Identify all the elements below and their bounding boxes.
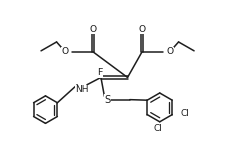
Text: F: F: [97, 68, 102, 77]
Text: S: S: [104, 95, 111, 105]
Text: NH: NH: [75, 85, 89, 94]
Text: O: O: [167, 47, 174, 56]
Text: Cl: Cl: [181, 109, 190, 118]
Text: O: O: [61, 47, 69, 56]
Text: O: O: [90, 25, 97, 34]
Text: O: O: [138, 25, 145, 34]
Text: Cl: Cl: [153, 124, 162, 132]
